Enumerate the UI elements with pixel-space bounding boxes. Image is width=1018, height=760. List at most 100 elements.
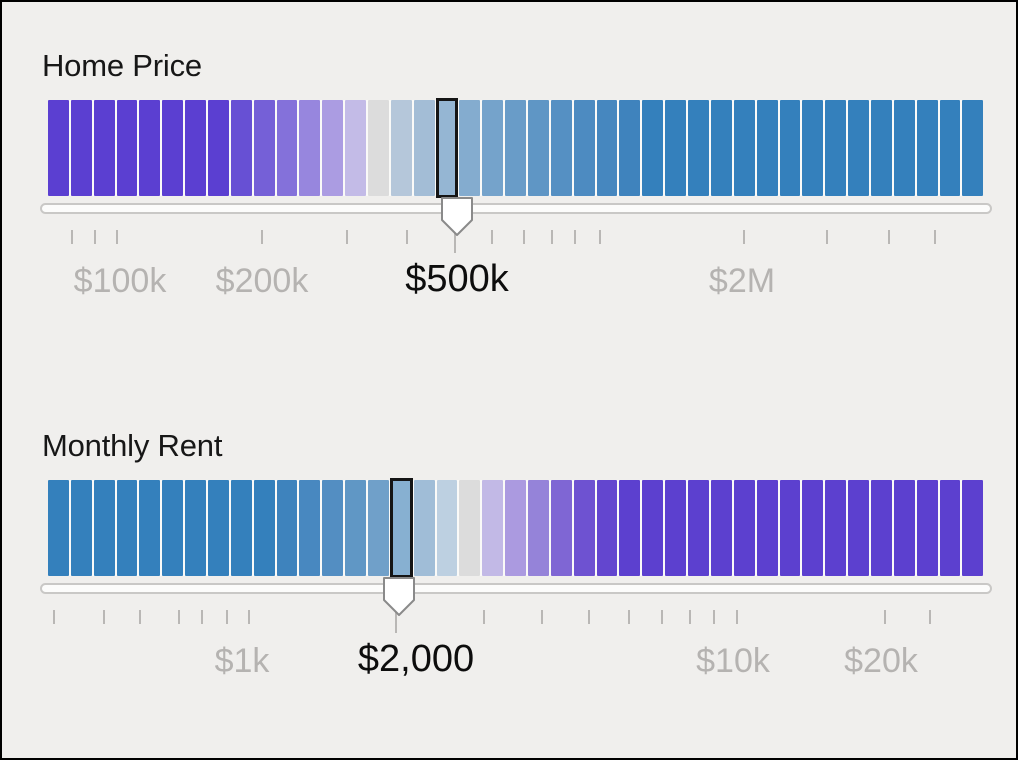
slider-segment[interactable] <box>596 480 618 576</box>
slider-segment[interactable] <box>70 480 92 576</box>
slider-segment[interactable] <box>848 100 869 196</box>
slider-segment[interactable] <box>802 480 824 576</box>
slider-segment[interactable] <box>413 480 435 576</box>
slider-segment[interactable] <box>825 480 847 576</box>
monthly-rent-slider-track[interactable] <box>40 583 992 594</box>
slider-segment[interactable] <box>253 100 275 196</box>
slider-segment[interactable] <box>230 100 252 196</box>
slider-segment[interactable] <box>825 100 847 196</box>
slider-segment[interactable] <box>573 100 595 196</box>
slider-segment[interactable] <box>162 480 184 576</box>
selected-segment[interactable] <box>435 98 459 198</box>
slider-segment[interactable] <box>550 100 572 196</box>
slider-segment[interactable] <box>93 480 115 576</box>
home-price-slider: Home Price $100k $200k $500k $2M <box>2 48 1016 348</box>
slider-segment[interactable] <box>482 480 504 576</box>
slider-segment[interactable] <box>528 100 549 196</box>
axis-tick <box>248 610 250 624</box>
slider-segment[interactable] <box>779 480 801 576</box>
slider-segment[interactable] <box>665 480 687 576</box>
slider-segment[interactable] <box>390 100 412 196</box>
monthly-rent-slider-handle[interactable] <box>382 577 416 617</box>
slider-segment[interactable] <box>139 100 161 196</box>
slider-segment[interactable] <box>528 480 549 576</box>
home-price-axis-ticks <box>2 230 1016 254</box>
slider-segment[interactable] <box>185 480 207 576</box>
slider-segment[interactable] <box>688 100 709 196</box>
axis-tick <box>201 610 203 624</box>
slider-segment[interactable] <box>596 100 618 196</box>
slider-segment[interactable] <box>48 480 69 576</box>
slider-segment[interactable] <box>962 480 984 576</box>
slider-segment[interactable] <box>368 480 389 576</box>
slider-segment[interactable] <box>368 100 389 196</box>
axis-tick <box>483 610 485 624</box>
slider-segment[interactable] <box>779 100 801 196</box>
slider-segment[interactable] <box>893 480 915 576</box>
slider-segment[interactable] <box>322 100 344 196</box>
slider-segment[interactable] <box>70 100 92 196</box>
slider-segment[interactable] <box>505 480 527 576</box>
slider-segment[interactable] <box>848 480 869 576</box>
slider-segment[interactable] <box>208 480 229 576</box>
slider-segment[interactable] <box>459 100 481 196</box>
slider-segment[interactable] <box>436 480 458 576</box>
slider-segment[interactable] <box>688 480 709 576</box>
slider-segment[interactable] <box>413 100 435 196</box>
slider-segment[interactable] <box>733 480 755 576</box>
slider-segment[interactable] <box>253 480 275 576</box>
home-price-slider-track[interactable] <box>40 203 992 214</box>
home-price-slider-handle[interactable] <box>440 197 474 237</box>
slider-segment[interactable] <box>870 100 892 196</box>
slider-segment[interactable] <box>345 100 367 196</box>
slider-segment[interactable] <box>939 100 961 196</box>
slider-segment[interactable] <box>916 100 938 196</box>
slider-segment[interactable] <box>619 100 641 196</box>
slider-segment[interactable] <box>93 100 115 196</box>
slider-segment[interactable] <box>48 100 69 196</box>
slider-segment[interactable] <box>345 480 367 576</box>
slider-segment[interactable] <box>893 100 915 196</box>
slider-segment[interactable] <box>299 100 321 196</box>
slider-segment[interactable] <box>733 100 755 196</box>
slider-segment[interactable] <box>710 480 732 576</box>
slider-segment[interactable] <box>208 100 229 196</box>
slider-segment[interactable] <box>916 480 938 576</box>
slider-segment[interactable] <box>276 100 298 196</box>
slider-segment[interactable] <box>116 100 138 196</box>
slider-segment[interactable] <box>642 480 664 576</box>
slider-segment[interactable] <box>619 480 641 576</box>
axis-tick <box>346 230 348 244</box>
slider-segment[interactable] <box>230 480 252 576</box>
slider-segment[interactable] <box>322 480 344 576</box>
slider-segment[interactable] <box>505 100 527 196</box>
slider-handle-icon <box>383 577 415 616</box>
monthly-rent-slider-bar[interactable] <box>48 478 984 578</box>
slider-segment[interactable] <box>459 480 481 576</box>
home-price-slider-bar[interactable] <box>48 98 984 198</box>
slider-segment[interactable] <box>185 100 207 196</box>
slider-segment[interactable] <box>276 480 298 576</box>
slider-segment[interactable] <box>573 480 595 576</box>
slider-segment[interactable] <box>756 480 778 576</box>
axis-tick <box>116 230 118 244</box>
slider-segment[interactable] <box>939 480 961 576</box>
slider-segment[interactable] <box>962 100 984 196</box>
slider-segment[interactable] <box>550 480 572 576</box>
slider-segment[interactable] <box>642 100 664 196</box>
slider-segment[interactable] <box>665 100 687 196</box>
slider-segment[interactable] <box>116 480 138 576</box>
slider-segment[interactable] <box>870 480 892 576</box>
slider-segment[interactable] <box>299 480 321 576</box>
slider-segment[interactable] <box>162 100 184 196</box>
slider-segment[interactable] <box>139 480 161 576</box>
axis-tick <box>884 610 886 624</box>
axis-tick <box>588 610 590 624</box>
slider-segment[interactable] <box>756 100 778 196</box>
slider-segment[interactable] <box>802 100 824 196</box>
slider-segment[interactable] <box>710 100 732 196</box>
axis-label: $20k <box>844 642 918 680</box>
selected-segment[interactable] <box>389 478 413 578</box>
slider-segment[interactable] <box>482 100 504 196</box>
